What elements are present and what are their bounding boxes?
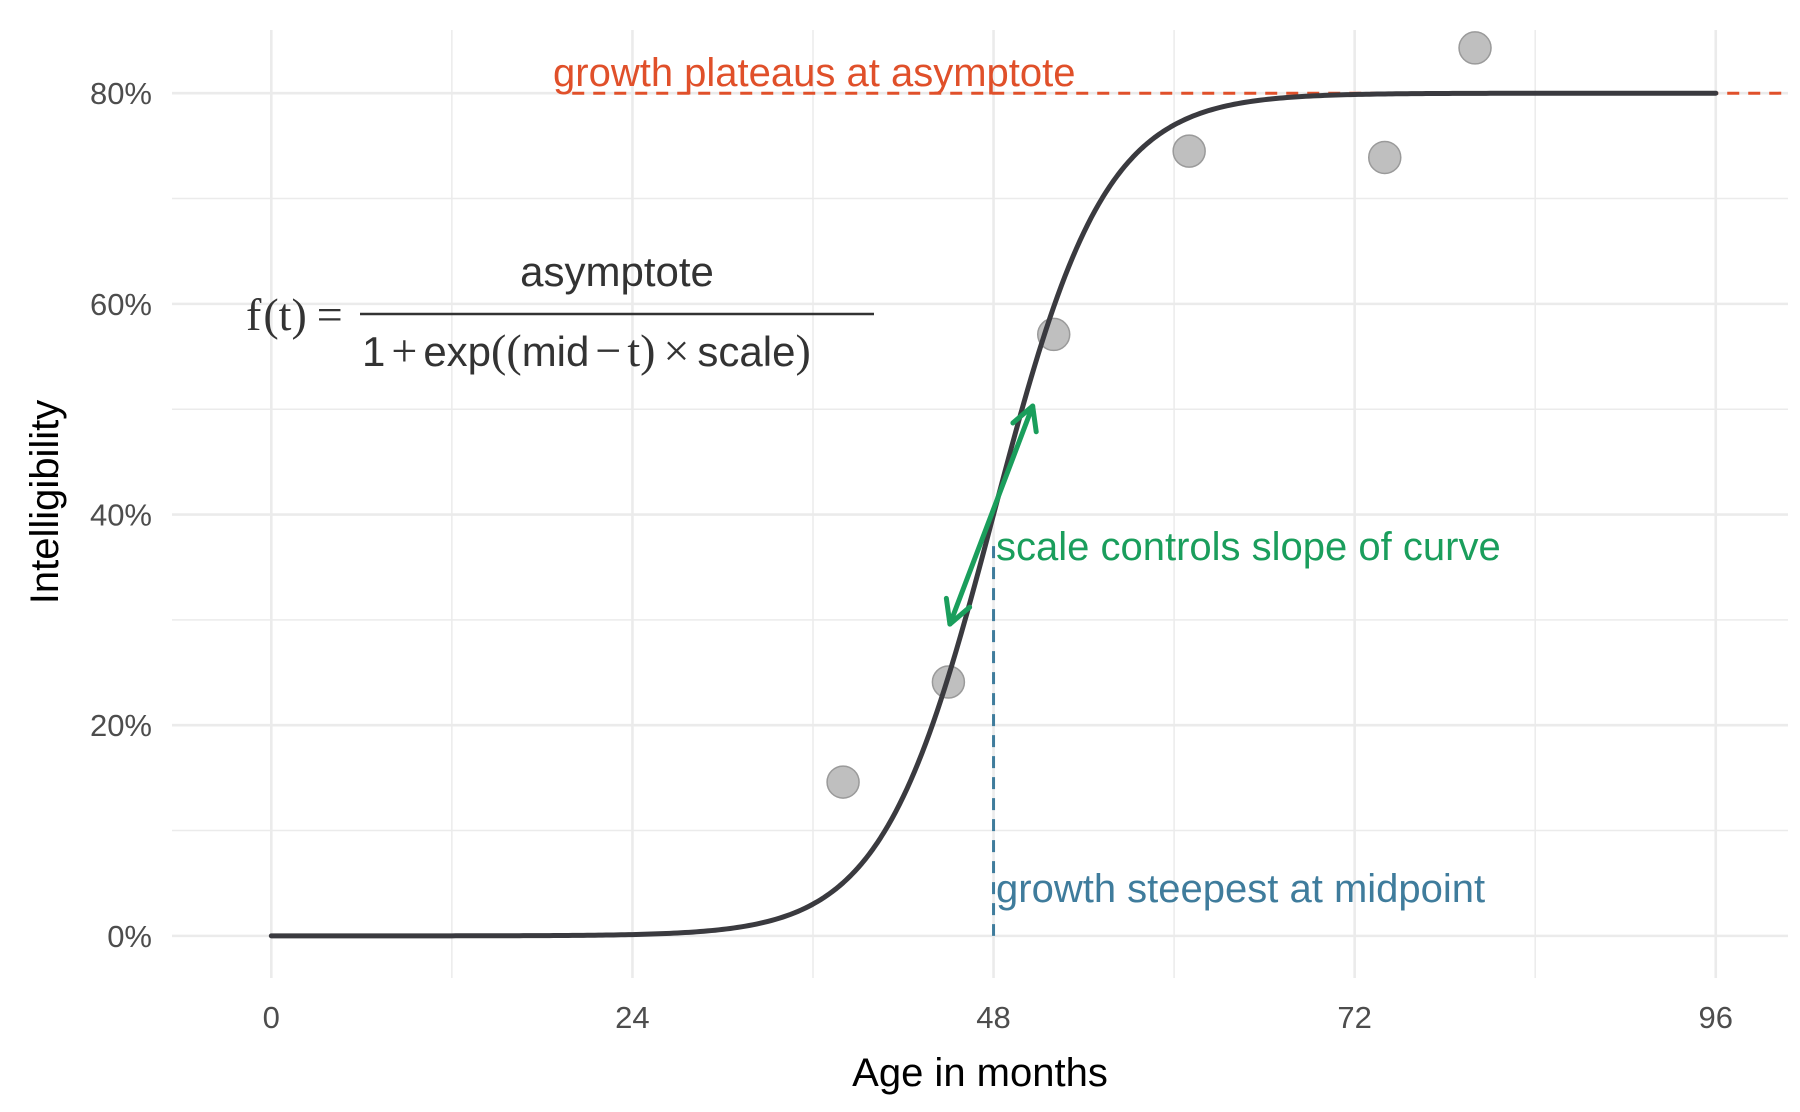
denominator-exp: exp xyxy=(423,328,491,375)
y-axis-title: Intelligibility xyxy=(23,400,67,605)
formula-f: f xyxy=(246,289,262,340)
x-axis-title: Age in months xyxy=(852,1051,1108,1095)
x-tick-labels: 0 24 48 72 96 xyxy=(263,1000,1733,1035)
logistic-formula: f(t) = asymptote 1 + exp((mid − t) × scale) xyxy=(246,248,874,376)
y-tick-label: 0% xyxy=(107,919,152,954)
formula-paren-open: ( xyxy=(263,289,278,340)
slope-arrow-shaft xyxy=(947,403,1036,627)
formula-lhs: f(t) = xyxy=(246,289,343,340)
denominator-paren-2: ( xyxy=(506,325,521,376)
formula-paren-close: ) xyxy=(291,289,306,340)
data-point xyxy=(1172,134,1206,168)
midpoint-annotation: growth steepest at midpoint xyxy=(996,867,1485,911)
denominator-plus: + xyxy=(391,325,417,376)
formula-numerator: asymptote xyxy=(520,248,714,295)
slope-annotation: scale controls slope of curve xyxy=(996,525,1501,569)
denominator-paren-1: ( xyxy=(491,325,506,376)
slope-arrow-head-top xyxy=(1010,403,1039,435)
denominator-scale: scale xyxy=(697,328,795,375)
formula-equals: = xyxy=(317,289,343,340)
denominator-times: × xyxy=(663,325,689,376)
x-tick-label: 48 xyxy=(976,1000,1010,1035)
data-point xyxy=(826,765,860,799)
y-tick-label: 80% xyxy=(90,76,152,111)
y-tick-label: 40% xyxy=(90,498,152,533)
asymptote-annotation: growth plateaus at asymptote xyxy=(553,51,1076,95)
denominator-mid: mid xyxy=(522,328,590,375)
denominator-t: t xyxy=(627,325,640,376)
slope-arrow-head-bottom xyxy=(943,595,973,627)
x-tick-label: 96 xyxy=(1699,1000,1733,1035)
denominator-one: 1 xyxy=(362,328,385,375)
denominator-paren-4: ) xyxy=(795,325,810,376)
grid xyxy=(172,30,1788,978)
formula-denominator: 1 + exp((mid − t) × scale) xyxy=(362,325,811,376)
x-tick-label: 72 xyxy=(1337,1000,1371,1035)
data-points xyxy=(826,31,1492,799)
formula-t: t xyxy=(279,289,292,340)
y-tick-label: 20% xyxy=(90,708,152,743)
x-tick-label: 24 xyxy=(615,1000,649,1035)
y-tick-labels: 0% 20% 40% 60% 80% xyxy=(90,76,152,954)
slope-arrow-layer xyxy=(943,403,1039,627)
x-tick-label: 0 xyxy=(263,1000,280,1035)
denominator-minus: − xyxy=(595,325,621,376)
data-point xyxy=(1368,140,1402,175)
denominator-paren-3: ) xyxy=(640,325,655,376)
y-tick-label: 60% xyxy=(90,287,152,322)
data-point xyxy=(1458,31,1492,65)
